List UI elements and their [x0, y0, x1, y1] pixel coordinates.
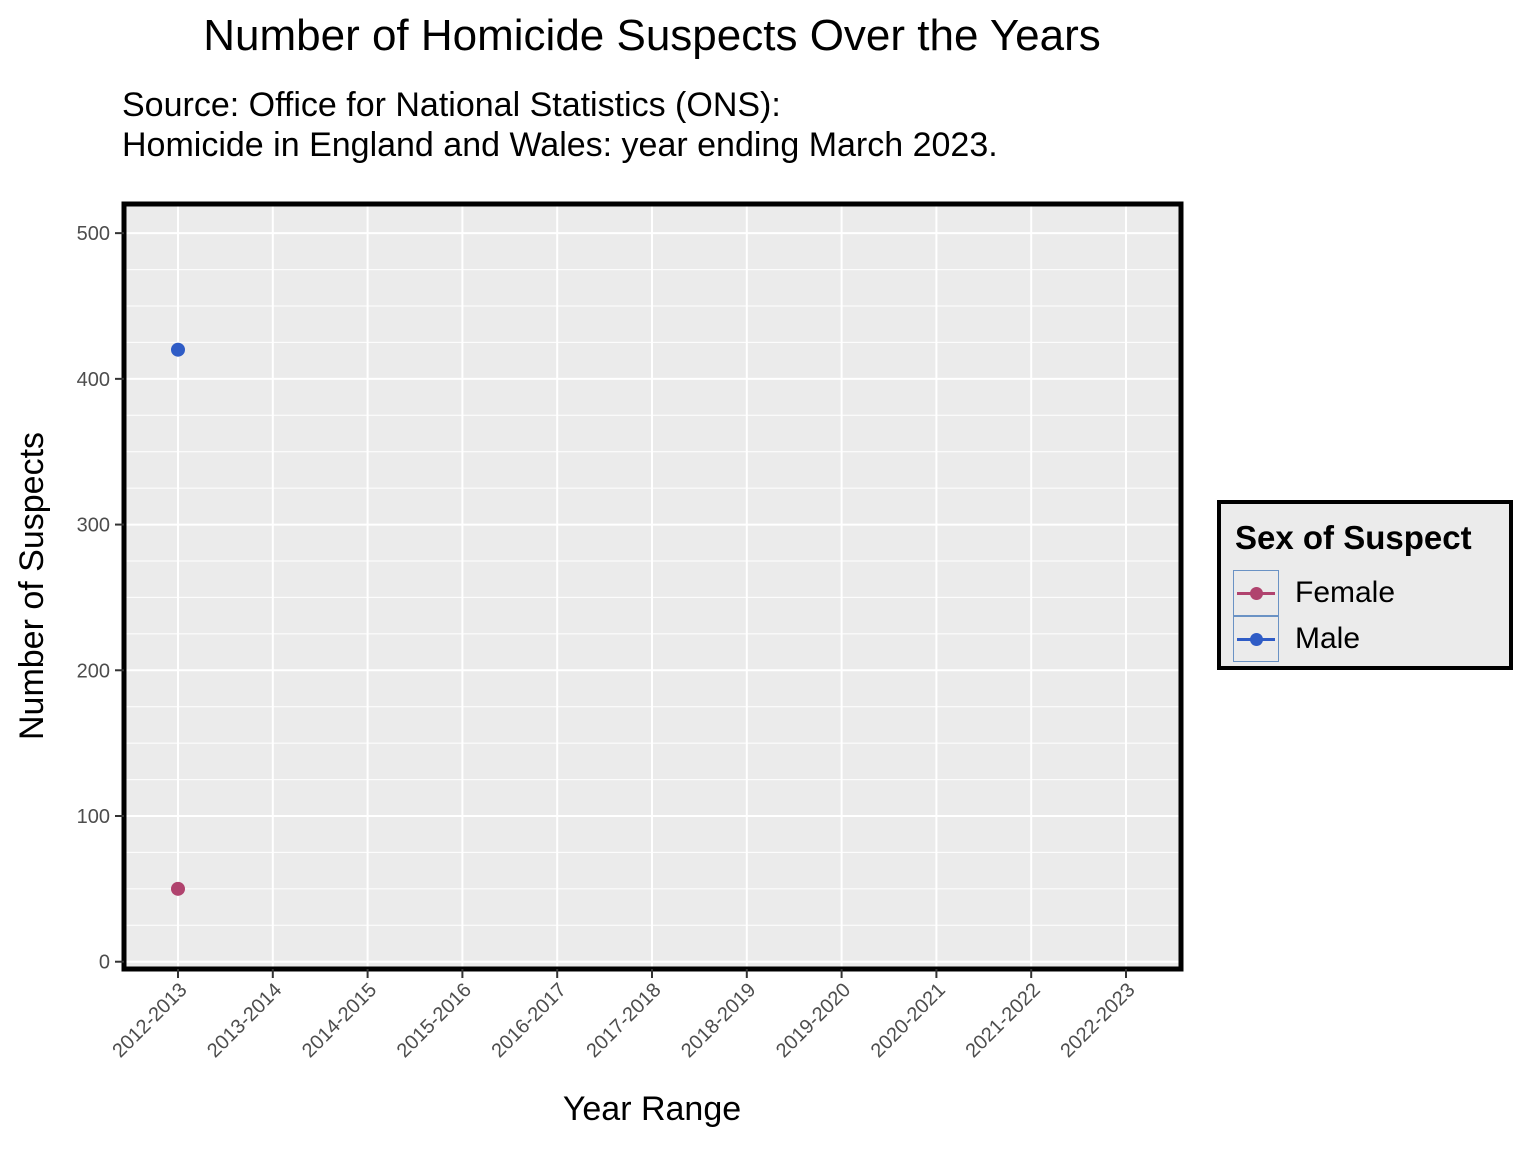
chart-title: Number of Homicide Suspects Over the Yea…	[203, 11, 1101, 60]
x-axis: 2012-2013 2013-2014 2014-2015 2015-2016 2016…	[108, 969, 1140, 1062]
major-gridlines	[124, 204, 1181, 969]
y-tick-label: 100	[77, 806, 110, 828]
y-tick-label: 500	[77, 223, 110, 245]
chart-subtitle-line-2: Homicide in England and Wales: year endi…	[122, 126, 998, 164]
x-tick-label: 2018-2019	[677, 979, 760, 1062]
x-tick-label: 2015-2016	[393, 979, 476, 1062]
legend-label-male: Male	[1295, 622, 1361, 655]
legend: Sex of Suspect Female Male	[1217, 500, 1513, 670]
x-tick-label: 2014-2015	[298, 979, 381, 1062]
y-tick-label: 300	[77, 515, 110, 537]
y-tick-label: 0	[99, 952, 110, 974]
data-point-female	[171, 881, 185, 896]
y-axis-title: Number of Suspects	[13, 432, 51, 740]
x-tick-label: 2019-2020	[772, 979, 855, 1062]
x-tick-label: 2017-2018	[582, 979, 665, 1062]
x-tick-label: 2020-2021	[867, 979, 950, 1062]
legend-item-female: Female	[1233, 570, 1503, 616]
x-tick-label: 2012-2013	[108, 979, 191, 1062]
y-axis: 0 100 200 300 400 500	[77, 223, 124, 974]
x-tick-label: 2013-2014	[203, 979, 286, 1062]
x-tick-label: 2022-2023	[1056, 979, 1139, 1062]
chart-subtitle-line-1: Source: Office for National Statistics (…	[122, 86, 781, 124]
legend-marker-female	[1250, 587, 1263, 600]
x-tick-label: 2016-2017	[488, 979, 571, 1062]
legend-title: Sex of Suspect	[1235, 519, 1472, 556]
legend-marker-male	[1250, 633, 1263, 646]
legend-key-male	[1233, 616, 1279, 662]
legend-label-female: Female	[1295, 576, 1396, 609]
legend-item-male: Male	[1233, 616, 1503, 662]
data-point-male	[171, 342, 185, 357]
legend-key-female	[1233, 570, 1279, 616]
y-tick-label: 400	[77, 369, 110, 391]
x-tick-label: 2021-2022	[962, 979, 1045, 1062]
series-layer	[171, 342, 185, 896]
x-axis-title: Year Range	[563, 1090, 741, 1128]
y-tick-label: 200	[77, 660, 110, 682]
